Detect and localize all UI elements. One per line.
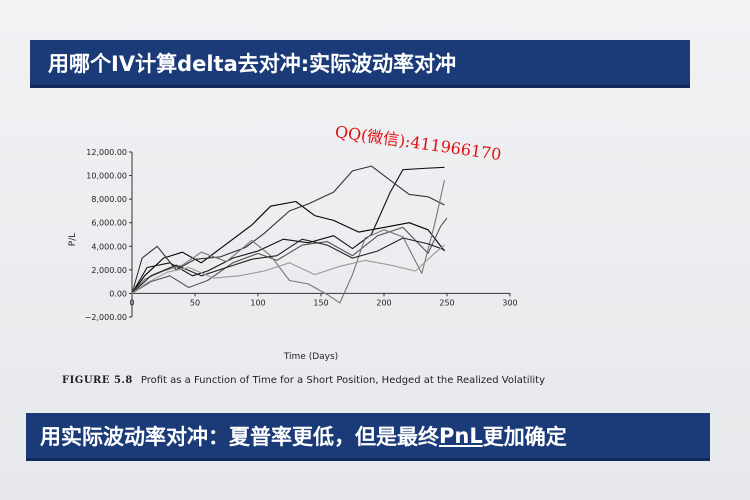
x-tick-label: 300 (502, 298, 517, 307)
x-tick-label: 50 (190, 298, 200, 307)
y-tick-label: 12,000.00 (86, 148, 127, 157)
figure-label: FIGURE 5.8 (62, 375, 133, 386)
figure-caption-text: Profit as a Function of Time for a Short… (140, 375, 545, 386)
x-tick-label: 0 (129, 298, 134, 307)
y-tick-label: 10,000.00 (86, 172, 127, 181)
slide-title: 用哪个IV计算delta去对冲:实际波动率对冲 (48, 51, 457, 76)
summary-text-suffix: 更加确定 (482, 424, 567, 449)
x-tick-label: 100 (250, 298, 265, 307)
summary-banner: 用实际波动率对冲：夏普率更低，但是最终 PnL 更加确定 (26, 413, 710, 461)
series-line-5 (131, 180, 446, 304)
series-line-7 (131, 244, 445, 294)
y-tick-label: 2,000.00 (91, 266, 127, 275)
slide-title-banner: 用哪个IV计算delta去对冲:实际波动率对冲 (30, 40, 690, 88)
figure-caption: FIGURE 5.8 Profit as a Function of Time f… (62, 374, 562, 387)
summary-text-prefix: 用实际波动率对冲：夏普率更低，但是最终 (40, 424, 439, 449)
series-line-6 (131, 237, 445, 294)
y-tick-label: 0.00 (109, 289, 127, 298)
x-axis-label: Time (Days) (283, 352, 338, 362)
x-tick-label: 150 (313, 298, 328, 307)
y-tick-label: 8,000.00 (91, 195, 127, 204)
summary-text-pnl: PnL (439, 423, 483, 448)
x-tick-label: 200 (376, 298, 391, 307)
y-axis-label: P/L (68, 233, 78, 246)
x-tick-label: 250 (439, 298, 454, 307)
series-line-1 (131, 200, 445, 294)
y-tick-label: −2,000.00 (85, 313, 127, 322)
y-tick-label: 4,000.00 (91, 242, 127, 251)
series-line-3 (131, 165, 445, 294)
series-line-4 (131, 217, 448, 294)
pl-chart: −2,000.00 0.00 2,000.00 4,000.00 6,000.00 8,0… (68, 148, 518, 362)
y-tick-label: 6,000.00 (91, 219, 127, 228)
